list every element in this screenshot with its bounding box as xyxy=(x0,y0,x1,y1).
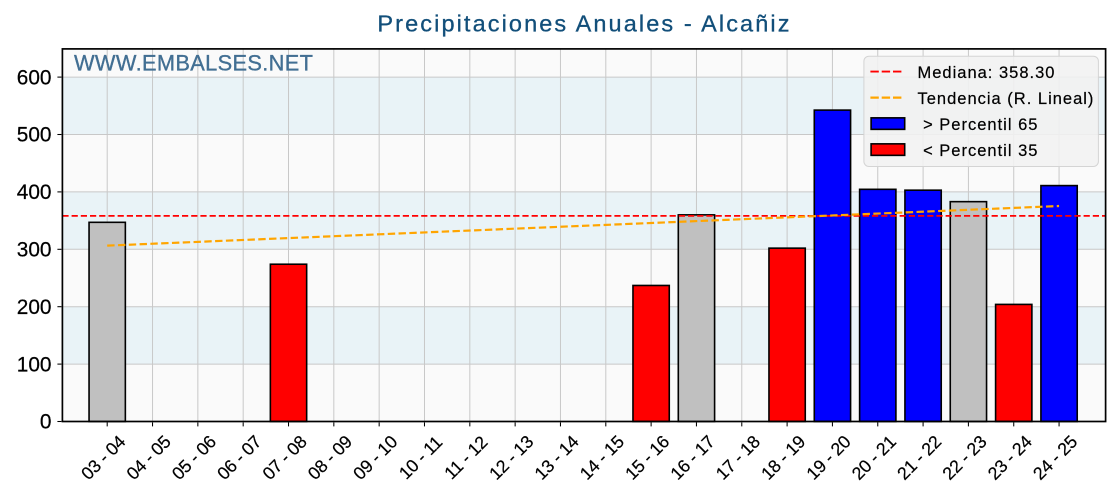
svg-text:WWW.EMBALSES.NET: WWW.EMBALSES.NET xyxy=(74,51,313,76)
svg-text:300: 300 xyxy=(17,239,52,262)
svg-text:100: 100 xyxy=(17,353,52,376)
svg-text:< Percentil 35: < Percentil 35 xyxy=(918,142,1039,160)
svg-text:600: 600 xyxy=(17,66,52,89)
svg-text:500: 500 xyxy=(17,124,52,147)
svg-text:0: 0 xyxy=(40,411,52,434)
svg-text:400: 400 xyxy=(17,181,52,204)
svg-text:Precipitaciones Anuales - Alca: Precipitaciones Anuales - Alcañiz xyxy=(377,11,791,37)
svg-text:> Percentil 65: > Percentil 65 xyxy=(918,116,1039,134)
svg-text:Tendencia (R. Lineal): Tendencia (R. Lineal) xyxy=(918,90,1095,108)
svg-text:200: 200 xyxy=(17,296,52,319)
svg-text:Mediana: 358.30: Mediana: 358.30 xyxy=(918,64,1056,82)
